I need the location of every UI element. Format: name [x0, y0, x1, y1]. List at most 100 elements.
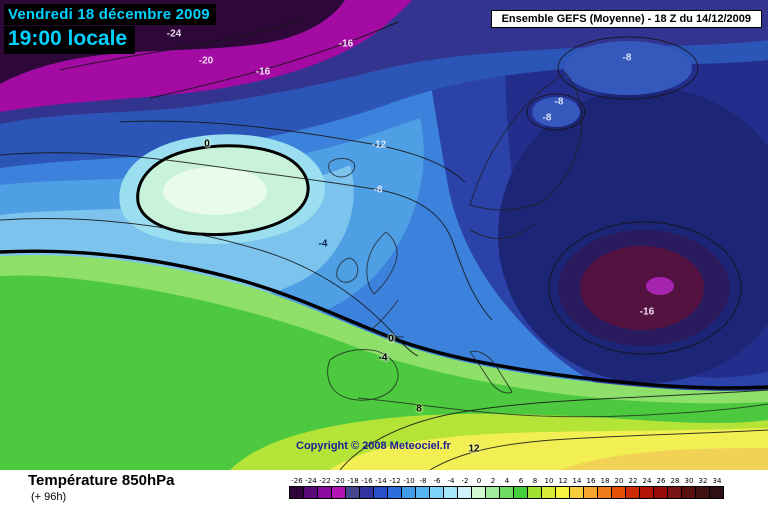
legend-value: 4	[504, 477, 510, 485]
fill-sand-band	[560, 448, 768, 470]
coastline-ireland	[336, 257, 359, 283]
legend-value: -18	[347, 477, 359, 485]
legend-value: 2	[490, 477, 496, 485]
fill-cold-core-magenta-spot	[646, 277, 674, 295]
fill-cold-core-maroon	[580, 246, 704, 330]
fill-blob-baltic	[532, 97, 580, 127]
legend-value: -2	[461, 477, 469, 485]
contour-line-minus16-core	[548, 221, 742, 355]
contour-line-minus8	[0, 152, 493, 321]
fill-greenland-center	[163, 167, 267, 215]
legend-swatch	[317, 486, 332, 499]
legend-swatch	[373, 486, 388, 499]
legend-value: 16	[586, 477, 596, 485]
legend-swatch	[695, 486, 710, 499]
contour-line-plus8	[339, 389, 768, 470]
legend-swatch	[485, 486, 500, 499]
legend-value: -4	[447, 477, 455, 485]
legend-cell: -18	[345, 477, 360, 499]
legend-cell: 16	[583, 477, 598, 499]
legend-value: 24	[642, 477, 652, 485]
legend-swatch	[541, 486, 556, 499]
legend-value: 28	[670, 477, 680, 485]
legend-swatch	[625, 486, 640, 499]
legend-value: 26	[656, 477, 666, 485]
legend-cell: 14	[569, 477, 584, 499]
legend-value: 20	[614, 477, 624, 485]
legend-swatch	[401, 486, 416, 499]
legend-value: 30	[684, 477, 694, 485]
legend-cell: 12	[555, 477, 570, 499]
legend-swatch	[639, 486, 654, 499]
parameter-title: Température 850hPa	[28, 472, 175, 489]
forecast-hour: (+ 96h)	[31, 491, 67, 503]
legend-swatch	[597, 486, 612, 499]
coastline-north-africa	[357, 397, 768, 418]
legend-value: -14	[375, 477, 387, 485]
legend-cell: -20	[331, 477, 346, 499]
legend-swatch	[499, 486, 514, 499]
legend-value: 0	[476, 477, 482, 485]
copyright-text: Copyright © 2008 Meteociel.fr	[296, 440, 451, 452]
contour-line-minus8-blob2	[526, 93, 586, 131]
contour-line-minus16-top	[149, 21, 399, 99]
legend-cell: 8	[527, 477, 542, 499]
legend-cell: -16	[359, 477, 374, 499]
legend-cell: 28	[667, 477, 682, 499]
legend-value: -8	[419, 477, 427, 485]
coastline-denmark	[469, 223, 536, 239]
legend-cell: -26	[289, 477, 304, 499]
legend-value: 8	[532, 477, 538, 485]
legend-value: -12	[389, 477, 401, 485]
fill-blob-scandinavia	[564, 41, 692, 95]
coastline-iceland	[328, 157, 356, 178]
legend-cell: 10	[541, 477, 556, 499]
legend-value: -6	[433, 477, 441, 485]
legend-swatch	[527, 486, 542, 499]
legend-cell: -6	[429, 477, 444, 499]
coastline-italy	[469, 350, 513, 394]
coastline-scandinavia	[469, 72, 583, 211]
legend-swatch	[387, 486, 402, 499]
legend-value: 14	[572, 477, 582, 485]
legend-cell: -12	[387, 477, 402, 499]
coastlines	[327, 72, 768, 418]
legend-swatch	[471, 486, 486, 499]
legend-cell: -8	[415, 477, 430, 499]
legend-swatch	[415, 486, 430, 499]
legend-cell: 0	[471, 477, 486, 499]
legend-value: -16	[361, 477, 373, 485]
legend-swatch	[667, 486, 682, 499]
legend-value: -22	[319, 477, 331, 485]
legend-swatch	[289, 486, 304, 499]
legend-value: -26	[291, 477, 303, 485]
legend-value: 22	[628, 477, 638, 485]
legend-cell: -4	[443, 477, 458, 499]
model-run-info-box: Ensemble GEFS (Moyenne) - 18 Z du 14/12/…	[490, 10, 762, 28]
legend-cell: -24	[303, 477, 318, 499]
legend-cell: 26	[653, 477, 668, 499]
legend-swatch	[653, 486, 668, 499]
legend-cell: 20	[611, 477, 626, 499]
legend-value: 12	[558, 477, 568, 485]
legend-swatch	[359, 486, 374, 499]
legend-swatch	[429, 486, 444, 499]
legend-swatch	[345, 486, 360, 499]
legend-swatch	[583, 486, 598, 499]
footer-bar: Température 850hPa (+ 96h) -26 -24 -22 -20-…	[0, 470, 768, 512]
legend-cell: 30	[681, 477, 696, 499]
legend-swatch	[569, 486, 584, 499]
legend-value: 6	[518, 477, 524, 485]
legend-cell: -2	[457, 477, 472, 499]
legend-value: -10	[403, 477, 415, 485]
legend-swatch	[457, 486, 472, 499]
legend-cell: 6	[513, 477, 528, 499]
legend-value: 18	[600, 477, 610, 485]
legend-cell: 24	[639, 477, 654, 499]
contour-line-zero-thick	[0, 249, 768, 390]
contour-line-minus12	[119, 120, 466, 183]
legend-cell: 4	[499, 477, 514, 499]
map-area: -24 -20 -16 -16 -8 -8 -8 -12 -8 0 -4 -16 0 -4 8 12 Vend…	[0, 0, 768, 470]
local-time-text: 19:00 locale	[4, 26, 136, 54]
legend-swatch	[681, 486, 696, 499]
